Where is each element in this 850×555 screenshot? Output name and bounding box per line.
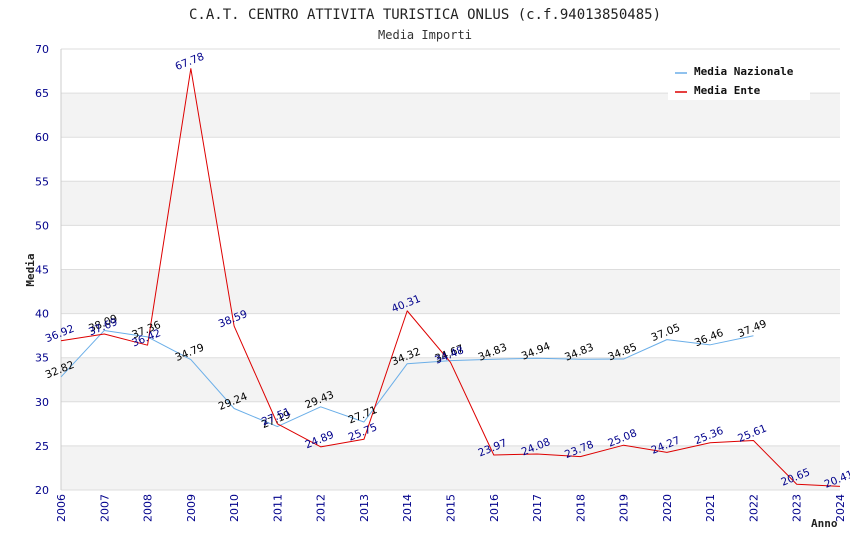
x-axis-label: Anno bbox=[811, 517, 838, 530]
x-tick-label: 2014 bbox=[401, 494, 414, 522]
grid-band bbox=[61, 357, 840, 402]
grid-band bbox=[61, 225, 840, 270]
legend-box bbox=[668, 60, 810, 100]
x-tick-label: 2007 bbox=[98, 494, 111, 522]
x-tick-label: 2021 bbox=[704, 494, 717, 522]
series-line-media-ente bbox=[60, 68, 841, 487]
y-tick-label: 50 bbox=[35, 219, 49, 232]
y-tick-label: 35 bbox=[35, 352, 49, 365]
chart-subtitle: Media Importi bbox=[378, 28, 472, 42]
x-tick-label: 2020 bbox=[661, 494, 674, 522]
y-axis-ticks: 20 25 30 35 40 45 50 55 60 65 70 bbox=[35, 43, 49, 497]
x-tick-label: 2015 bbox=[445, 494, 458, 522]
grid-band bbox=[61, 401, 840, 446]
y-tick-label: 20 bbox=[35, 484, 49, 497]
y-tick-label: 45 bbox=[35, 264, 49, 277]
y-tick-label: 25 bbox=[35, 440, 49, 453]
x-tick-label: 2019 bbox=[618, 494, 631, 522]
x-tick-label: 2022 bbox=[747, 494, 760, 522]
x-tick-label: 2024 bbox=[834, 494, 847, 522]
x-tick-label: 2018 bbox=[574, 494, 587, 522]
x-tick-label: 2006 bbox=[55, 494, 68, 522]
series-lines bbox=[60, 68, 841, 487]
x-tick-label: 2011 bbox=[271, 494, 284, 522]
grid-band bbox=[61, 137, 840, 182]
y-tick-label: 60 bbox=[35, 131, 49, 144]
x-tick-label: 2017 bbox=[531, 494, 544, 522]
grid-band bbox=[61, 269, 840, 314]
legend-label-media-ente: Media Ente bbox=[694, 84, 761, 97]
legend-label-media-nazionale: Media Nazionale bbox=[694, 65, 794, 78]
x-tick-label: 2013 bbox=[358, 494, 371, 522]
x-tick-label: 2023 bbox=[791, 494, 804, 522]
grid-band bbox=[61, 313, 840, 358]
grid-band bbox=[61, 181, 840, 226]
x-tick-label: 2008 bbox=[142, 494, 155, 522]
legend: Media Nazionale Media Ente bbox=[668, 60, 810, 100]
x-tick-label: 2012 bbox=[315, 494, 328, 522]
y-axis-label: Media bbox=[24, 253, 37, 286]
grid-band bbox=[61, 445, 840, 490]
series-line-media-nazionale bbox=[60, 329, 754, 428]
y-tick-label: 30 bbox=[35, 396, 49, 409]
x-tick-label: 2016 bbox=[488, 494, 501, 522]
grid-band bbox=[61, 93, 840, 138]
x-axis-ticks: 2006 2007 2008 2009 2010 2011 2012 2013 2014 2015… bbox=[55, 494, 847, 522]
x-tick-label: 2010 bbox=[228, 494, 241, 522]
x-tick-label: 2009 bbox=[185, 494, 198, 522]
y-tick-label: 40 bbox=[35, 308, 49, 321]
y-tick-label: 70 bbox=[35, 43, 49, 56]
y-tick-label: 55 bbox=[35, 175, 49, 188]
y-tick-label: 65 bbox=[35, 87, 49, 100]
grid-bands bbox=[60, 48, 840, 491]
chart-title: C.A.T. CENTRO ATTIVITA TURISTICA ONLUS (… bbox=[189, 7, 661, 23]
